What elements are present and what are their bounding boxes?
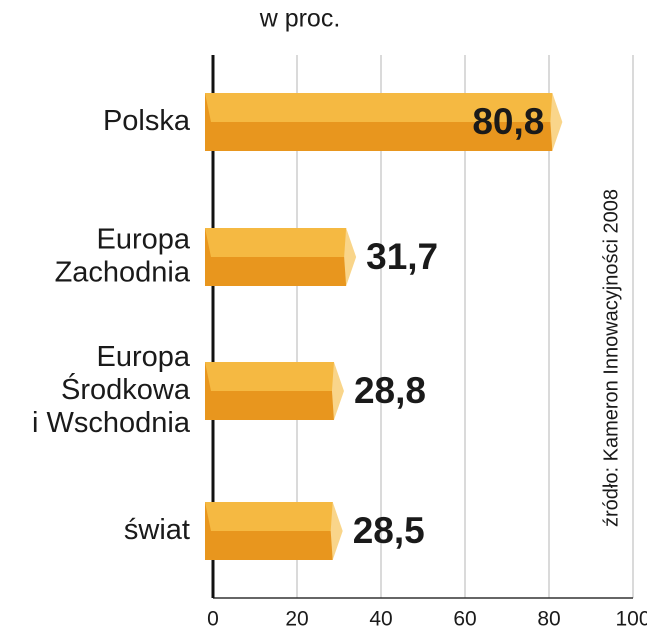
y-tick-label-line: Środkowa [61, 372, 191, 406]
y-tick-label-line: Europa [96, 223, 190, 255]
x-tick-label: 60 [453, 608, 476, 631]
bar-tip [550, 93, 563, 151]
y-tick-label: Europa Środkowa i Wschodnia [32, 341, 191, 439]
x-tick-label: 100 [615, 608, 647, 631]
value-label: 31,7 [366, 236, 438, 277]
x-tick-label: 20 [285, 608, 308, 631]
y-tick-label-line: świat [124, 514, 190, 546]
x-tick-label: 0 [207, 608, 219, 631]
y-tick-label-line: Zachodnia [55, 256, 191, 288]
x-tick-label: 40 [369, 608, 392, 631]
value-label: 28,8 [354, 370, 426, 411]
bar-highlight [205, 502, 333, 531]
bar-highlight [205, 93, 553, 122]
value-label: 80,8 [472, 101, 544, 142]
bar-highlight [205, 228, 347, 257]
value-label: 28,5 [353, 510, 425, 551]
y-tick-label: Polska [103, 105, 191, 137]
y-tick-label-line: Europa [96, 341, 190, 373]
y-tick-label-line: i Wschodnia [32, 407, 191, 439]
bar-tip [344, 228, 357, 286]
y-tick-label-line: Polska [103, 105, 191, 137]
x-tick-label: 80 [537, 608, 560, 631]
bar-tip [331, 362, 344, 420]
y-tick-label: świat [124, 514, 190, 546]
chart-title: w proc. [259, 5, 341, 33]
y-tick-label: Europa Zachodnia [55, 223, 191, 288]
bar-tip [330, 502, 343, 560]
source: źródło: Kameron Innowacyjności 2008 [600, 189, 622, 527]
bar-highlight [205, 362, 334, 391]
